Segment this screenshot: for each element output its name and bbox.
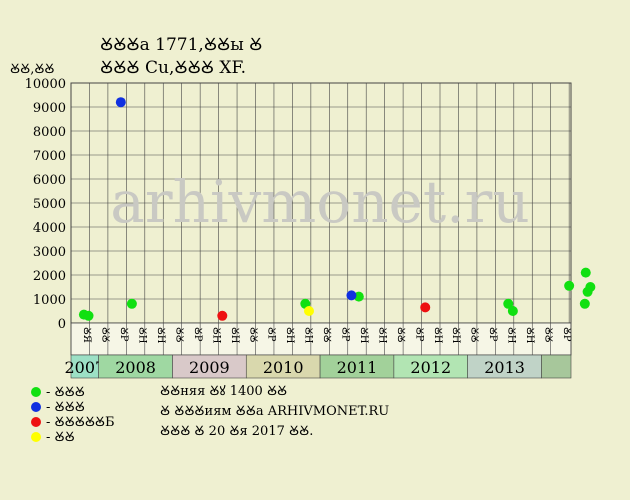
year-label: 2013 — [484, 358, 525, 377]
quarter-label: ꙊР — [340, 327, 351, 342]
quarter-row — [70, 322, 572, 356]
legend-label: - ꙊꙊꙊꙊꙊБ — [46, 415, 115, 430]
note-source: Ꙋ ꙊꙊꙊиям ꙊꙊа ARHIVMONET.RU — [160, 404, 389, 419]
legend-marker — [31, 402, 41, 412]
year-label: 2008 — [115, 358, 156, 377]
quarter-label: ꙊН — [432, 327, 443, 344]
data-point — [507, 306, 518, 316]
y-tick-label: 5000 — [33, 197, 66, 212]
y-tick-label: 7000 — [33, 149, 66, 164]
quarter-label: ꙊН — [358, 327, 369, 344]
quarter-label: ꙊР — [561, 327, 572, 342]
quarter-labels: ꙊЯ ꙊꙊ ꙊР ꙊН ꙊН ꙊꙊ ꙊР ꙊН ꙊН ꙊꙊ ꙊР ꙊН ꙊН ꙊꙊ ꙊР ꙊН ꙊН ꙊꙊ ꙊР ꙊН… — [70, 322, 572, 356]
quarter-label: ꙊР — [413, 327, 424, 342]
quarter-label: ꙊꙊ — [321, 327, 332, 343]
legend-marker — [31, 387, 41, 397]
y-tick-label: 4000 — [33, 221, 66, 236]
year-label: 2012 — [410, 358, 451, 377]
quarter-label: ꙊН — [155, 327, 166, 344]
y-tick-label: 10000 — [25, 77, 66, 92]
y-tick-label: 1000 — [33, 293, 66, 308]
quarter-label: ꙊꙊ — [542, 327, 553, 343]
y-tick-label: 3000 — [33, 245, 66, 260]
legend-label: - ꙊꙊꙊ — [46, 400, 85, 415]
chart-title-line2: ꙊꙊꙊ Cu,ꙊꙊꙊ XF. — [100, 58, 246, 78]
note-date: ꙊꙊꙊ Ꙋ 20 Ꙋя 2017 ꙊꙊ. — [160, 424, 313, 439]
year-label: 2007 — [64, 358, 105, 377]
quarter-label: ꙊН — [284, 327, 295, 344]
data-point — [126, 298, 137, 309]
y-tick-label: 8000 — [33, 125, 66, 140]
legend-marker — [31, 417, 41, 427]
data-point — [346, 290, 357, 301]
data-point — [420, 302, 431, 313]
quarter-label: ꙊꙊ — [469, 327, 480, 343]
data-point — [503, 298, 514, 309]
quarter-label: ꙊН — [524, 327, 535, 344]
year-label: 2010 — [263, 358, 304, 377]
y-tick-labels: 0 1000 2000 3000 4000 5000 6000 7000 8000 9000 100… — [25, 77, 66, 332]
quarter-label: ꙊН — [506, 327, 517, 344]
data-point — [304, 306, 315, 316]
quarter-label: ꙊР — [487, 327, 498, 342]
quarter-label: ꙊН — [229, 327, 240, 344]
year-band: 2007 2008 2009 2010 2011 2012 2013 — [64, 354, 572, 379]
quarter-label: ꙊР — [266, 327, 277, 342]
data-point — [580, 267, 591, 278]
watermark: arhivmonet.ru — [110, 168, 529, 236]
quarter-label: ꙊН — [210, 327, 221, 344]
data-point — [83, 310, 94, 321]
quarter-label: ꙊꙊ — [100, 327, 111, 343]
quarter-label: ꙊН — [376, 327, 387, 344]
data-point — [217, 310, 228, 321]
y-tick-label: 9000 — [33, 101, 66, 116]
data-point — [579, 298, 590, 309]
year-label: 2011 — [337, 358, 378, 377]
y-tick-label: 0 — [58, 317, 66, 332]
year-cell — [541, 354, 572, 379]
y-tick-label: 2000 — [33, 269, 66, 284]
quarter-label: ꙊЯ — [81, 327, 92, 343]
data-points — [78, 97, 596, 321]
legend-label: - ꙊꙊꙊ — [46, 385, 85, 400]
quarter-label: ꙊꙊ — [247, 327, 258, 343]
quarter-label: ꙊꙊ — [173, 327, 184, 343]
quarter-label: ꙊР — [118, 327, 129, 342]
data-point — [353, 291, 364, 302]
quarter-label: ꙊН — [303, 327, 314, 344]
note-average-price: ꙊꙊняя Ꙋꙋ 1400 ꙊꙊ — [160, 384, 287, 399]
year-label: 2009 — [189, 358, 230, 377]
quarter-label: ꙊР — [192, 327, 203, 342]
legend-marker — [31, 432, 41, 442]
quarter-label: ꙊꙊ — [395, 327, 406, 343]
legend: - ꙊꙊꙊ- ꙊꙊꙊ- ꙊꙊꙊꙊꙊБ- ꙊꙊ — [31, 385, 115, 445]
data-point — [585, 282, 596, 292]
grid — [71, 83, 571, 323]
quarter-label: ꙊН — [137, 327, 148, 344]
data-point — [564, 280, 575, 291]
data-point — [115, 97, 126, 108]
legend-label: - ꙊꙊ — [46, 430, 75, 445]
y-tick-label: 6000 — [33, 173, 66, 188]
chart-title-line1: ꙊꙊꙊа 1771,ꙊꙊы Ꙋ — [100, 35, 262, 55]
y-axis-label: ꙊꙊ,ꙊꙊ — [10, 62, 55, 77]
quarter-label: ꙊН — [450, 327, 461, 344]
